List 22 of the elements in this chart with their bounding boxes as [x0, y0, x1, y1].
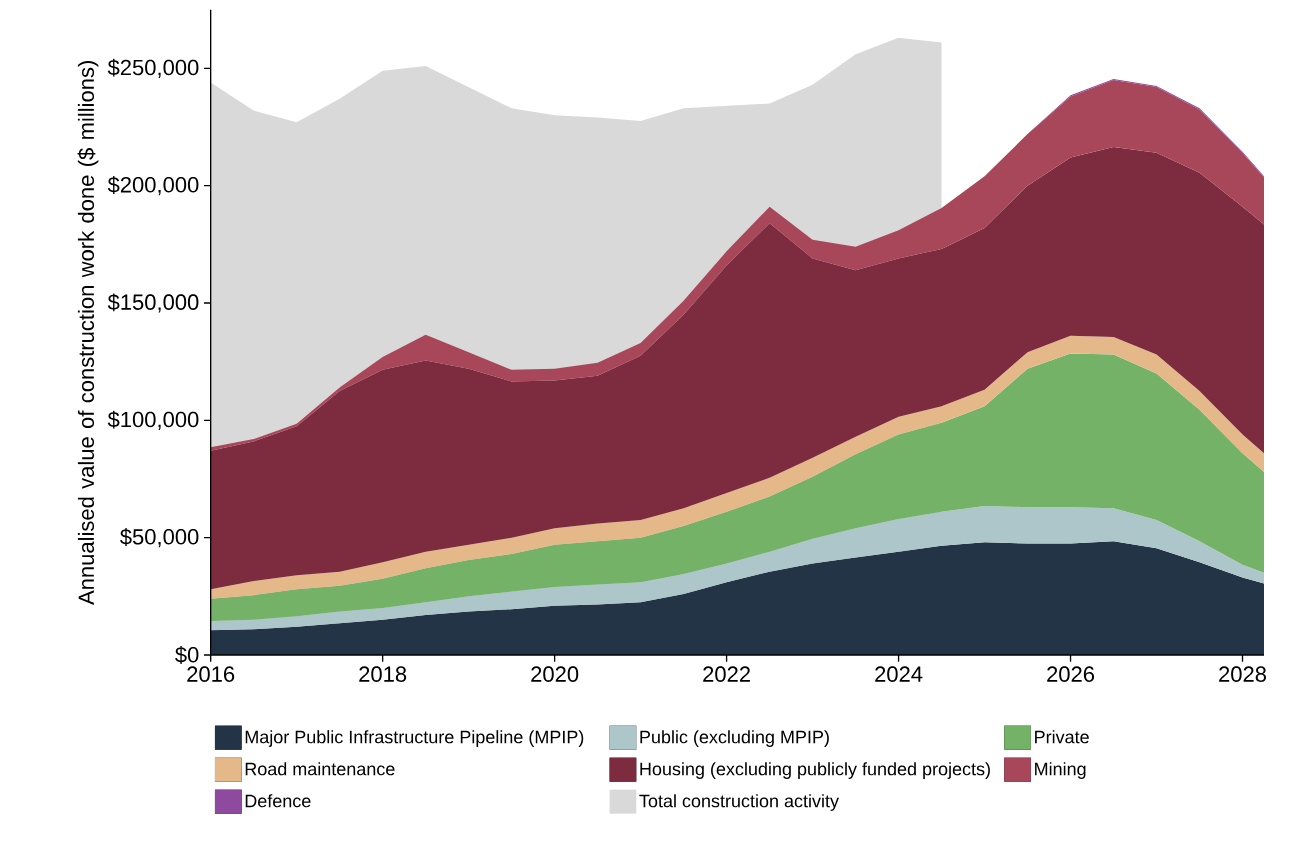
- y-tick-label: $100,000: [107, 410, 199, 430]
- x-tick-label: 2026: [1047, 666, 1095, 682]
- x-tick-label: 2028: [1219, 666, 1267, 682]
- y-axis-title: Annualised value of construction work done ($ millions): [77, 61, 99, 605]
- y-tick-label: $50,000: [120, 528, 199, 548]
- legend-label: Public (excluding MPIP): [640, 730, 829, 747]
- legend-label: Mining: [1035, 762, 1086, 779]
- y-tick-label: $250,000: [107, 58, 199, 78]
- x-tick-label: 2018: [359, 666, 407, 682]
- y-tick-label: $200,000: [107, 176, 199, 196]
- legend-label: Major Public Infrastructure Pipeline (MPIP): [245, 730, 584, 747]
- y-tick-label: $150,000: [107, 293, 199, 313]
- x-tick-label: 2016: [187, 666, 235, 682]
- legend-label: Private: [1035, 730, 1089, 744]
- legend-label: Total construction activity: [639, 794, 839, 811]
- legend-label: Housing (excluding publicly funded projects): [640, 762, 990, 779]
- legend-label: Defence: [245, 794, 311, 808]
- legend-label: Road maintenance: [245, 762, 395, 776]
- y-tick-label: $0: [175, 646, 199, 664]
- x-tick-label: 2020: [531, 666, 579, 682]
- x-tick-label: 2022: [703, 666, 750, 682]
- x-tick-label: 2024: [875, 666, 923, 682]
